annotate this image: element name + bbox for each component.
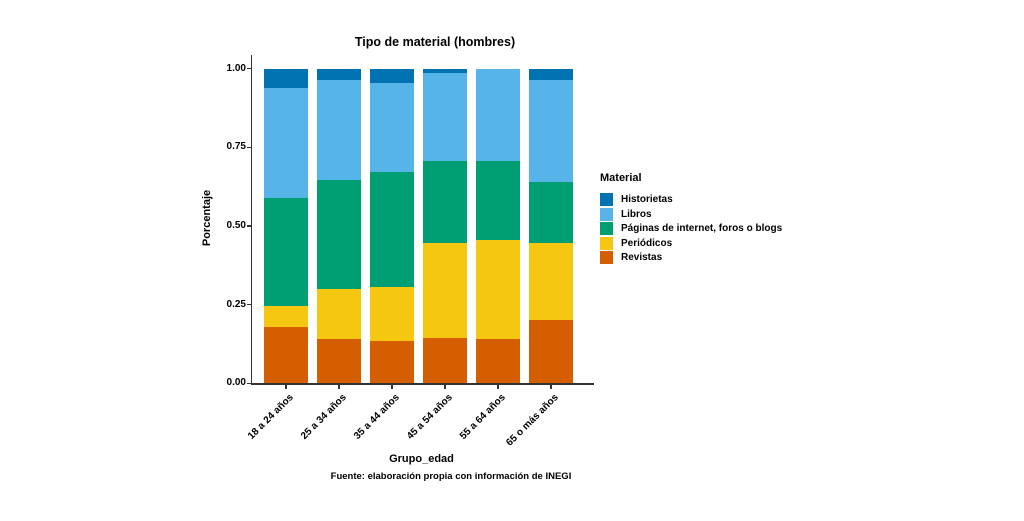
legend-item: Libros bbox=[600, 207, 782, 221]
x-tick-mark bbox=[391, 384, 393, 389]
x-tick-label: 65 o más años bbox=[504, 392, 561, 449]
legend-item: Historietas bbox=[600, 193, 782, 206]
bar-segment bbox=[264, 87, 308, 198]
chart-title: Tipo de material (hombres) bbox=[354, 35, 516, 49]
x-tick-mark bbox=[338, 384, 340, 389]
legend-swatch bbox=[600, 207, 613, 221]
legend-item: Revistas bbox=[600, 251, 782, 264]
bar-segment bbox=[370, 82, 414, 173]
x-tick-mark bbox=[497, 384, 499, 389]
y-tick-label: 1.00 bbox=[226, 62, 246, 74]
y-tick-mark bbox=[246, 225, 251, 227]
legend-swatch bbox=[600, 251, 613, 264]
y-tick-mark bbox=[246, 68, 251, 70]
y-tick-label: 0.50 bbox=[226, 219, 246, 231]
y-tick-mark bbox=[246, 146, 251, 149]
bar-segment bbox=[317, 288, 361, 340]
bar-segment bbox=[370, 340, 414, 384]
y-tick-label: 0.00 bbox=[226, 377, 246, 389]
bar-segment bbox=[423, 73, 467, 162]
bar-segment bbox=[476, 68, 520, 162]
bar-segment bbox=[529, 243, 573, 321]
legend-label: Historietas bbox=[621, 194, 673, 205]
bar-segment bbox=[423, 68, 467, 74]
bar-segment bbox=[317, 68, 361, 80]
x-axis-title: Grupo_edad bbox=[389, 453, 454, 465]
bar-segment bbox=[370, 287, 414, 341]
bar-segment bbox=[529, 79, 573, 182]
bar-segment bbox=[317, 79, 361, 181]
legend-swatch bbox=[600, 193, 613, 206]
x-tick-label: 25 a 34 años bbox=[298, 392, 349, 442]
bar-segment bbox=[529, 320, 573, 384]
x-tick-label: 55 a 64 años bbox=[457, 392, 508, 442]
bar-segment bbox=[264, 68, 308, 88]
x-axis-line bbox=[251, 383, 594, 385]
bar-segment bbox=[264, 326, 308, 384]
legend-title: Material bbox=[600, 172, 642, 184]
x-tick-label: 18 a 24 años bbox=[245, 392, 296, 442]
y-axis-line bbox=[251, 55, 253, 384]
x-tick-mark bbox=[444, 384, 446, 389]
bar-segment bbox=[317, 339, 361, 384]
bar-segment bbox=[317, 180, 361, 289]
bar-segment bbox=[370, 172, 414, 288]
x-tick-label: 45 a 54 años bbox=[404, 392, 455, 442]
y-tick-label: 0.25 bbox=[226, 298, 246, 310]
legend: Material Historietas Libros Páginas de int… bbox=[600, 172, 782, 266]
bar-segment bbox=[264, 306, 308, 327]
bar-segment bbox=[476, 240, 520, 340]
legend-label: Páginas de internet, foros o blogs bbox=[621, 223, 783, 234]
bar-segment bbox=[370, 68, 414, 83]
legend-items: Historietas Libros Páginas de internet, fo… bbox=[600, 193, 782, 264]
x-tick-label: 35 a 44 años bbox=[351, 392, 402, 442]
legend-label: Periódicos bbox=[621, 237, 673, 249]
bar-segment bbox=[476, 339, 520, 384]
legend-item: Periódicos bbox=[600, 236, 782, 250]
legend-label: Revistas bbox=[621, 252, 663, 263]
y-axis-title: Porcentaje bbox=[201, 189, 213, 247]
bar-segment bbox=[423, 243, 467, 338]
source-caption: Fuente: elaboración propia con informaci… bbox=[330, 471, 572, 482]
legend-item: Páginas de internet, foros o blogs bbox=[600, 222, 782, 235]
legend-label: Libros bbox=[621, 208, 652, 220]
bar-segment bbox=[529, 181, 573, 244]
legend-swatch bbox=[600, 222, 613, 235]
bar-segment bbox=[423, 337, 467, 384]
bar-segment bbox=[476, 161, 520, 241]
bar-segment bbox=[423, 161, 467, 244]
x-tick-mark bbox=[550, 384, 552, 389]
legend-swatch bbox=[600, 236, 613, 250]
y-tick-mark bbox=[246, 303, 251, 306]
y-tick-label: 0.75 bbox=[226, 141, 246, 153]
bar-segment bbox=[264, 197, 308, 307]
bar-segment bbox=[529, 68, 573, 80]
y-tick-mark bbox=[246, 382, 251, 384]
x-tick-mark bbox=[285, 384, 287, 389]
